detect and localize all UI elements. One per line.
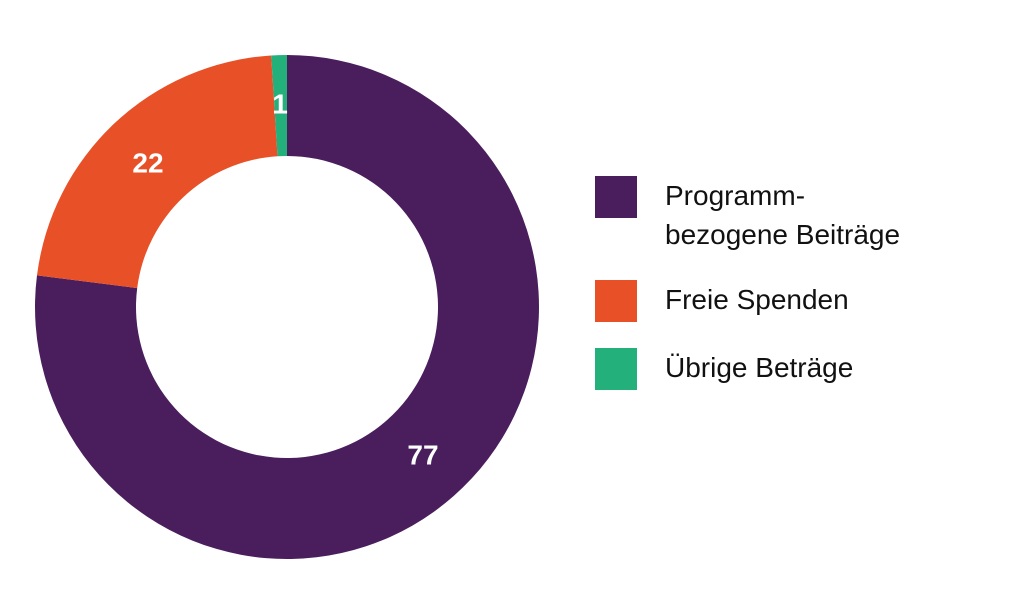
legend: Programm- bezogene Beiträge Freie Spende… bbox=[595, 176, 995, 416]
legend-item-programm: Programm- bezogene Beiträge bbox=[595, 176, 995, 254]
legend-item-uebrige: Übrige Beträge bbox=[595, 348, 995, 390]
legend-item-freie-spenden: Freie Spenden bbox=[595, 280, 995, 322]
donut-svg: 77 22 1 bbox=[35, 55, 539, 559]
slice-uebrige bbox=[271, 55, 287, 157]
slice-label-freie-spenden: 22 bbox=[132, 148, 163, 179]
legend-swatch-freie-spenden bbox=[595, 280, 637, 322]
slice-programm bbox=[35, 55, 539, 559]
legend-swatch-programm bbox=[595, 176, 637, 218]
slice-label-uebrige: 1 bbox=[272, 89, 288, 120]
legend-label-uebrige: Übrige Beträge bbox=[665, 352, 854, 383]
legend-label-programm: Programm- bezogene Beiträge bbox=[665, 180, 901, 250]
slice-freie-spenden bbox=[36, 55, 278, 289]
legend-swatch-uebrige bbox=[595, 348, 637, 390]
slice-label-programm: 77 bbox=[407, 440, 438, 471]
legend-label-freie-spenden: Freie Spenden bbox=[665, 284, 849, 315]
